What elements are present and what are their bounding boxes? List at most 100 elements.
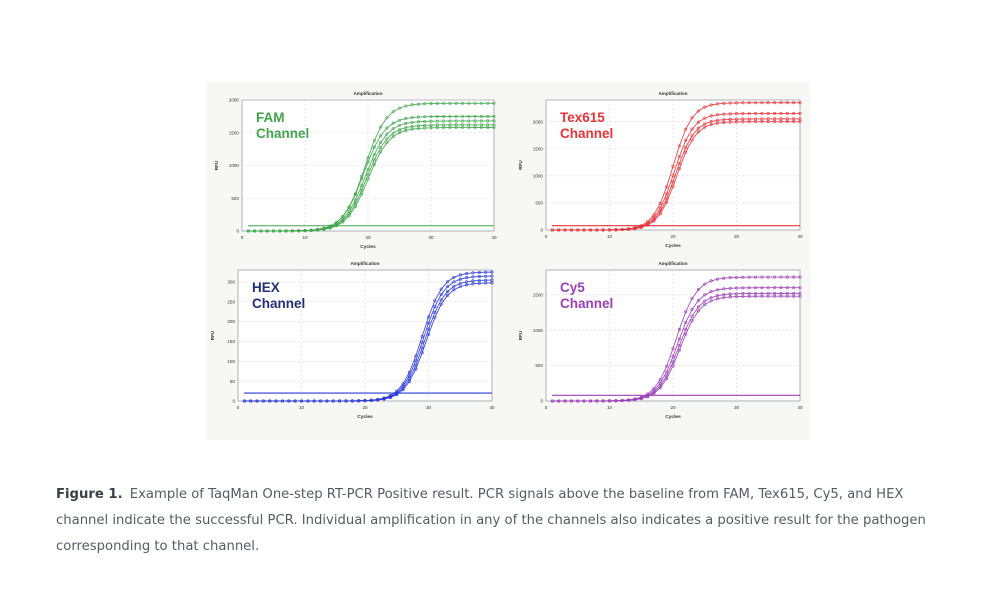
series-point: [665, 370, 669, 374]
series-point: [792, 291, 796, 295]
series-point: [646, 223, 650, 227]
series-point: [779, 112, 783, 116]
series-point: [715, 121, 719, 125]
series-point: [423, 115, 427, 119]
series-point: [696, 305, 700, 309]
series-point: [785, 291, 789, 295]
x-tick-label: 40: [797, 234, 803, 239]
chart-panel-1: 0 10 20 30 40 0 500 1000 1500 2000 Amplification Cy…: [518, 91, 803, 249]
series-point: [671, 347, 675, 351]
series-point: [442, 119, 446, 123]
series-point: [754, 101, 758, 105]
series-point: [360, 184, 364, 188]
series-point: [484, 270, 488, 274]
series-point: [473, 125, 477, 130]
series-point: [395, 393, 399, 397]
series-point: [639, 225, 643, 229]
series-point: [709, 279, 713, 283]
series-point: [747, 101, 751, 105]
series-point: [344, 399, 348, 403]
series-point: [760, 120, 764, 124]
series-point: [798, 112, 802, 116]
series-point: [747, 275, 751, 279]
series-point: [319, 399, 323, 403]
series-point: [458, 281, 462, 285]
series-point: [703, 125, 707, 129]
series-point: [477, 270, 481, 274]
series-point: [401, 388, 405, 392]
series-point: [460, 101, 465, 105]
series-point: [728, 112, 732, 116]
chart-panel-0: 0 10 20 30 40 0 500 1000 1500 2000 Amplification Cy…: [214, 91, 497, 250]
series-point: [490, 278, 494, 282]
series-point: [785, 286, 789, 290]
series-point: [253, 229, 257, 233]
series-point: [460, 119, 465, 123]
channel-label: Tex615: [560, 110, 605, 125]
series-point: [715, 294, 719, 298]
series-point: [709, 123, 713, 127]
x-tick-label: 0: [241, 235, 244, 240]
series-point: [471, 279, 475, 283]
series-point: [773, 275, 777, 279]
y-tick-label: 250: [227, 299, 235, 304]
series-point: [379, 146, 383, 150]
series-point: [690, 138, 694, 142]
series-point: [703, 282, 707, 286]
series-point: [671, 184, 675, 189]
series-point: [734, 101, 739, 105]
series-point: [404, 126, 408, 130]
series-point: [439, 302, 443, 306]
series-point: [486, 125, 490, 130]
series-point: [792, 112, 796, 116]
series-point: [484, 274, 488, 278]
series-point: [734, 292, 739, 296]
series-point: [741, 286, 745, 290]
series-point: [435, 119, 439, 123]
series-point: [665, 377, 669, 381]
series-point: [410, 103, 414, 107]
y-tick-label: 500: [535, 201, 543, 206]
series-line-3: [552, 121, 800, 231]
series-point: [728, 286, 732, 290]
series-point: [766, 120, 770, 124]
series-point: [722, 296, 726, 300]
series-point: [779, 291, 783, 295]
series-point: [690, 116, 694, 120]
series-point: [366, 156, 370, 160]
series-point: [665, 364, 669, 368]
series-point: [284, 229, 288, 233]
series-point: [741, 101, 745, 105]
series-point: [684, 310, 688, 314]
series-point: [492, 101, 496, 105]
y-tick-label: 100: [227, 359, 235, 364]
y-tick-label: 0: [540, 228, 543, 233]
series-point: [563, 228, 567, 232]
series-point: [658, 378, 662, 382]
y-tick-label: 1000: [533, 173, 544, 178]
series-point: [391, 134, 395, 139]
x-tick-label: 30: [734, 234, 740, 239]
series-point: [465, 280, 469, 284]
y-tick-label: 0: [540, 399, 543, 404]
series-point: [490, 274, 494, 278]
series-point: [379, 140, 383, 145]
series-point: [684, 127, 688, 131]
series-point: [728, 276, 732, 280]
series-point: [287, 399, 291, 403]
series-point: [601, 399, 605, 403]
series-point: [671, 164, 675, 168]
series-point: [479, 101, 483, 105]
series-point: [582, 228, 586, 232]
channel-label: Channel: [560, 126, 613, 141]
series-point: [397, 123, 402, 127]
series-point: [690, 127, 694, 131]
series-point: [325, 399, 329, 403]
series-point: [709, 290, 713, 294]
series-point: [338, 399, 342, 403]
series-point: [684, 150, 688, 154]
series-point: [271, 229, 276, 233]
x-tick-label: 0: [545, 405, 548, 410]
channel-label: Channel: [252, 296, 305, 311]
y-tick-label: 1000: [533, 328, 544, 333]
